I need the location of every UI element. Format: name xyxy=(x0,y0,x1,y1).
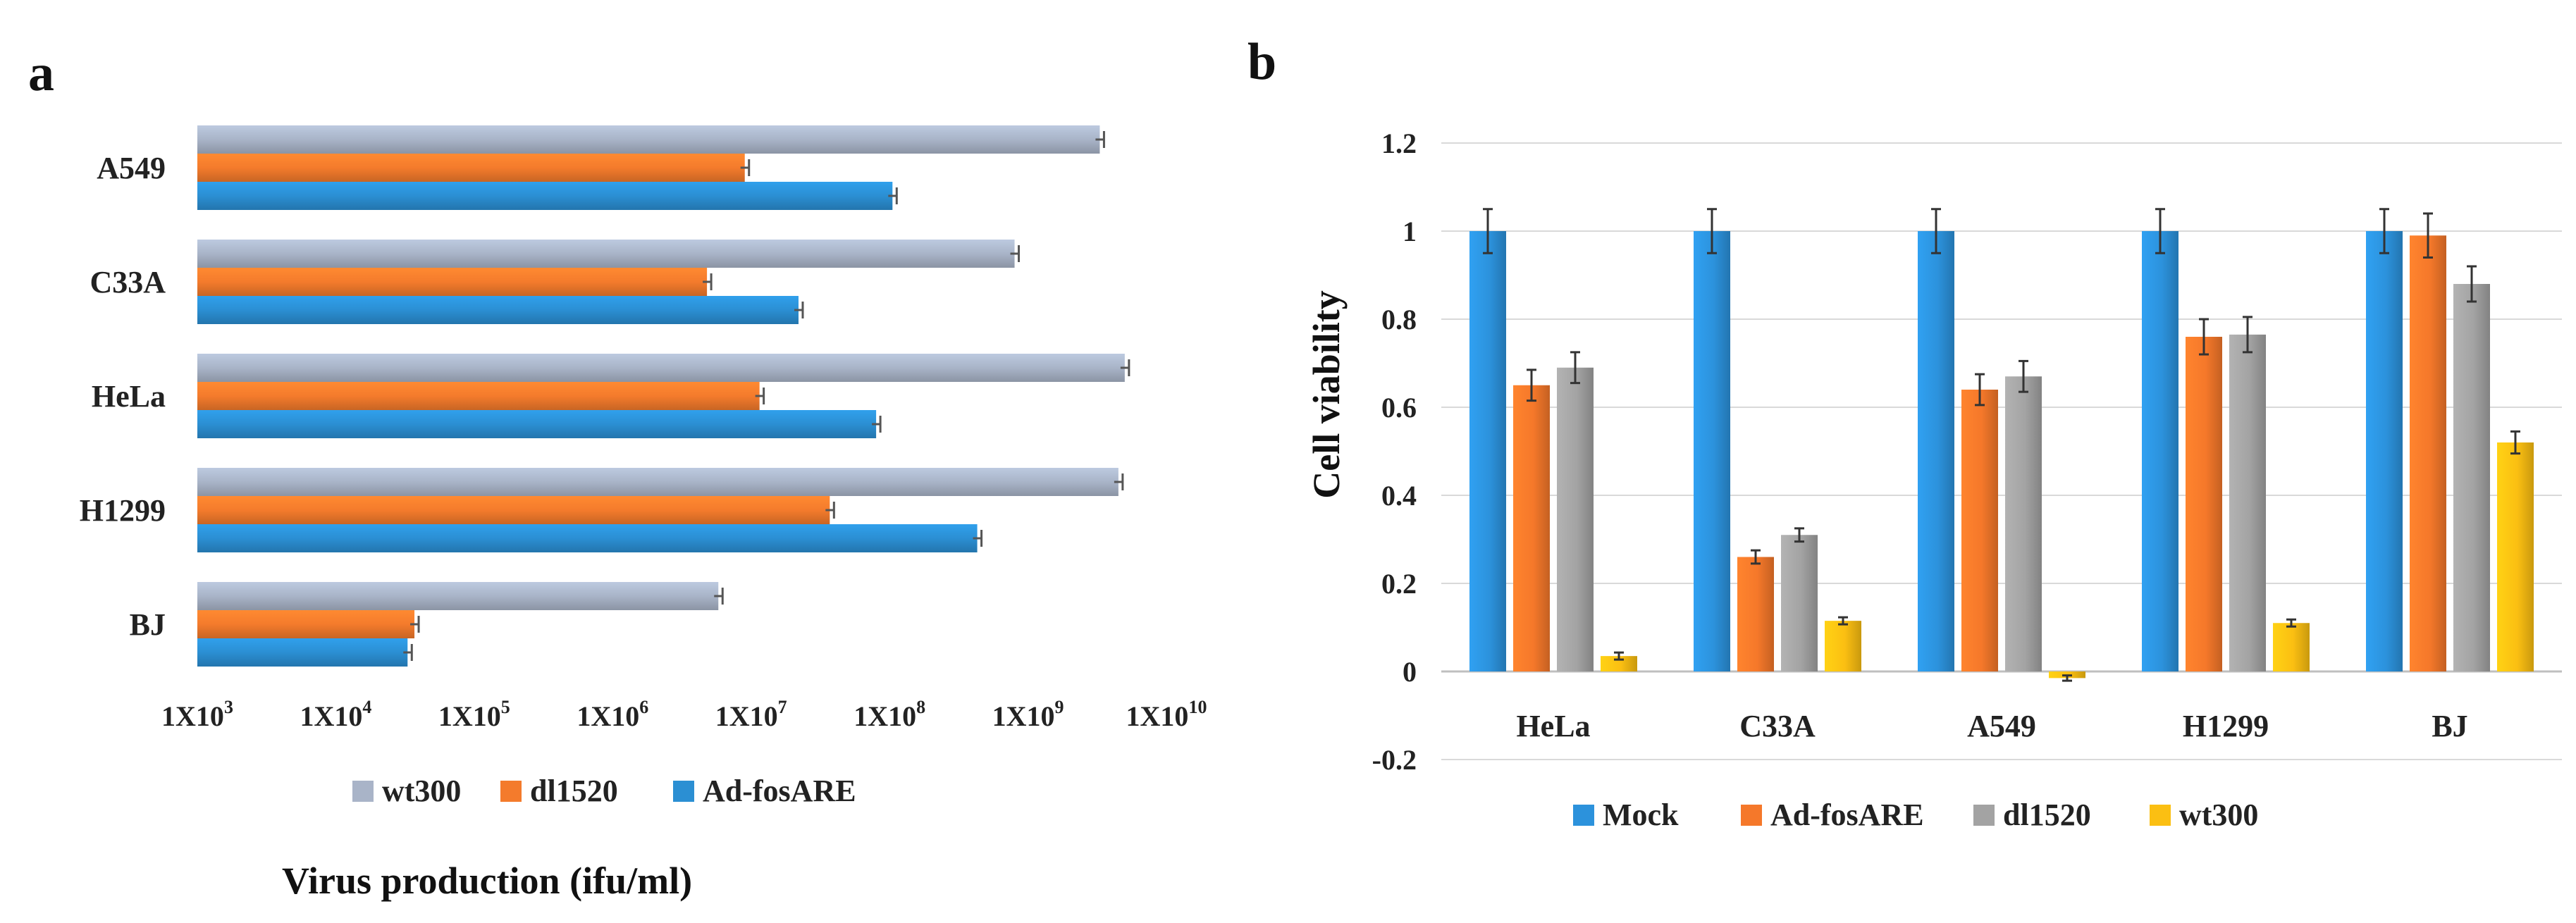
legend-b-label-dl1520: dl1520 xyxy=(2003,798,2091,832)
legend-b-swatch-dl1520 xyxy=(1973,805,1995,826)
y-tick-b-2: 0.8 xyxy=(1381,304,1417,335)
chart-a-category-labels: A549 C33A HeLa H1299 BJ xyxy=(80,151,166,642)
bar-b-wt300-C33A xyxy=(1825,621,1861,671)
bar-a-dl1520-H1299 xyxy=(197,496,830,524)
chart-a-x-axis-title: Virus production (ifu/ml) xyxy=(282,860,692,902)
bar-b-Ad-fosARE-C33A xyxy=(1737,557,1774,671)
legend-b-swatch-wt300 xyxy=(2150,805,2171,826)
legend-a-label-dl1520: dl1520 xyxy=(530,774,618,808)
bar-a-Ad-fosARE-H1299 xyxy=(197,524,978,552)
chart-b: 1.2 1 0.8 0.6 0.4 0.2 0 -0.2 HeLa C33A A549 H1299 B… xyxy=(1305,128,2562,832)
category-label-b-BJ: BJ xyxy=(2432,709,2467,743)
y-tick-b-0: 1.2 xyxy=(1381,128,1417,159)
x-tick-a-4: 1X107 xyxy=(715,697,787,732)
legend-b-label-Ad-fosARE: Ad-fosARE xyxy=(1770,798,1924,832)
bar-a-Ad-fosARE-BJ xyxy=(197,638,408,667)
bar-b-Mock-C33A xyxy=(1694,231,1730,671)
bar-a-dl1520-BJ xyxy=(197,610,415,638)
chart-b-y-ticks: 1.2 1 0.8 0.6 0.4 0.2 0 -0.2 xyxy=(1372,128,1417,776)
legend-a-label-wt300: wt300 xyxy=(382,774,461,808)
x-tick-a-7: 1X1010 xyxy=(1126,697,1207,732)
x-tick-a-3: 1X106 xyxy=(577,697,648,732)
bar-a-wt300-C33A xyxy=(197,240,1015,268)
legend-b-swatch-Mock xyxy=(1573,805,1594,826)
bar-b-dl1520-H1299 xyxy=(2229,334,2266,671)
bar-b-Mock-A549 xyxy=(1918,231,1954,671)
y-tick-b-7: -0.2 xyxy=(1372,744,1417,776)
category-label-a-BJ: BJ xyxy=(130,607,166,642)
x-tick-a-1: 1X104 xyxy=(300,697,371,732)
bar-b-wt300-HeLa xyxy=(1601,656,1637,671)
chart-a-bars xyxy=(197,125,1130,667)
chart-a-x-ticks: 1X103 1X104 1X105 1X106 1X107 1X108 1X109 1X101… xyxy=(161,697,1207,732)
legend-b-label-Mock: Mock xyxy=(1603,798,1679,832)
x-tick-a-0: 1X103 xyxy=(161,697,233,732)
bar-a-dl1520-A549 xyxy=(197,154,745,182)
legend-b-label-wt300: wt300 xyxy=(2179,798,2258,832)
bar-a-wt300-H1299 xyxy=(197,468,1118,496)
panel-a-label: a xyxy=(28,44,54,102)
x-tick-a-6: 1X109 xyxy=(992,697,1064,732)
category-label-b-C33A: C33A xyxy=(1739,709,1816,743)
bar-a-Ad-fosARE-A549 xyxy=(197,182,893,210)
category-label-a-A549: A549 xyxy=(97,151,166,185)
x-tick-a-2: 1X105 xyxy=(438,697,510,732)
category-label-a-HeLa: HeLa xyxy=(92,379,166,414)
legend-a-label-Ad-fosARE: Ad-fosARE xyxy=(703,774,856,808)
chart-a: A549 C33A HeLa H1299 BJ 1X103 1X104 1X105 1X106… xyxy=(80,125,1207,902)
x-tick-a-5: 1X108 xyxy=(853,697,925,732)
chart-b-bars xyxy=(1469,208,2534,682)
bar-a-Ad-fosARE-HeLa xyxy=(197,410,877,438)
chart-b-legend: Mock Ad-fosARE dl1520 wt300 xyxy=(1573,798,2258,832)
y-tick-b-5: 0.2 xyxy=(1381,568,1417,600)
bar-b-Mock-HeLa xyxy=(1469,231,1506,671)
category-label-b-HeLa: HeLa xyxy=(1516,709,1590,743)
bar-a-Ad-fosARE-C33A xyxy=(197,296,799,324)
bar-a-dl1520-HeLa xyxy=(197,382,760,410)
bar-b-Mock-H1299 xyxy=(2142,231,2178,671)
category-label-a-H1299: H1299 xyxy=(80,493,166,528)
legend-b-swatch-Ad-fosARE xyxy=(1741,805,1762,826)
bar-b-dl1520-A549 xyxy=(2005,376,2042,671)
legend-a-swatch-Ad-fosARE xyxy=(673,781,694,802)
bar-b-dl1520-C33A xyxy=(1781,535,1818,671)
category-label-b-A549: A549 xyxy=(1967,709,2036,743)
bar-b-wt300-BJ xyxy=(2497,442,2534,671)
bar-a-wt300-BJ xyxy=(197,582,719,610)
y-tick-b-6: 0 xyxy=(1403,656,1417,688)
bar-b-Ad-fosARE-A549 xyxy=(1961,390,1998,671)
bar-a-wt300-HeLa xyxy=(197,354,1125,382)
bar-b-Ad-fosARE-H1299 xyxy=(2186,337,2222,671)
bar-b-Mock-BJ xyxy=(2366,231,2403,671)
bar-b-Ad-fosARE-HeLa xyxy=(1513,385,1550,671)
y-tick-b-4: 0.4 xyxy=(1381,480,1417,512)
bar-a-dl1520-C33A xyxy=(197,268,708,296)
category-label-b-H1299: H1299 xyxy=(2183,709,2269,743)
bar-b-dl1520-HeLa xyxy=(1557,367,1594,671)
y-tick-b-1: 1 xyxy=(1403,216,1417,247)
category-label-a-C33A: C33A xyxy=(90,265,166,299)
bar-b-wt300-H1299 xyxy=(2273,623,2310,671)
y-tick-b-3: 0.6 xyxy=(1381,392,1417,423)
chart-a-legend: wt300 dl1520 Ad-fosARE xyxy=(352,774,856,808)
legend-a-swatch-dl1520 xyxy=(500,781,522,802)
legend-a-swatch-wt300 xyxy=(352,781,374,802)
bar-b-Ad-fosARE-BJ xyxy=(2410,235,2446,671)
bar-a-wt300-A549 xyxy=(197,125,1100,154)
panel-b-label: b xyxy=(1247,33,1276,91)
chart-b-y-axis-title: Cell viability xyxy=(1305,290,1348,499)
bar-b-dl1520-BJ xyxy=(2453,284,2490,671)
chart-b-category-labels: HeLa C33A A549 H1299 BJ xyxy=(1516,709,2467,743)
